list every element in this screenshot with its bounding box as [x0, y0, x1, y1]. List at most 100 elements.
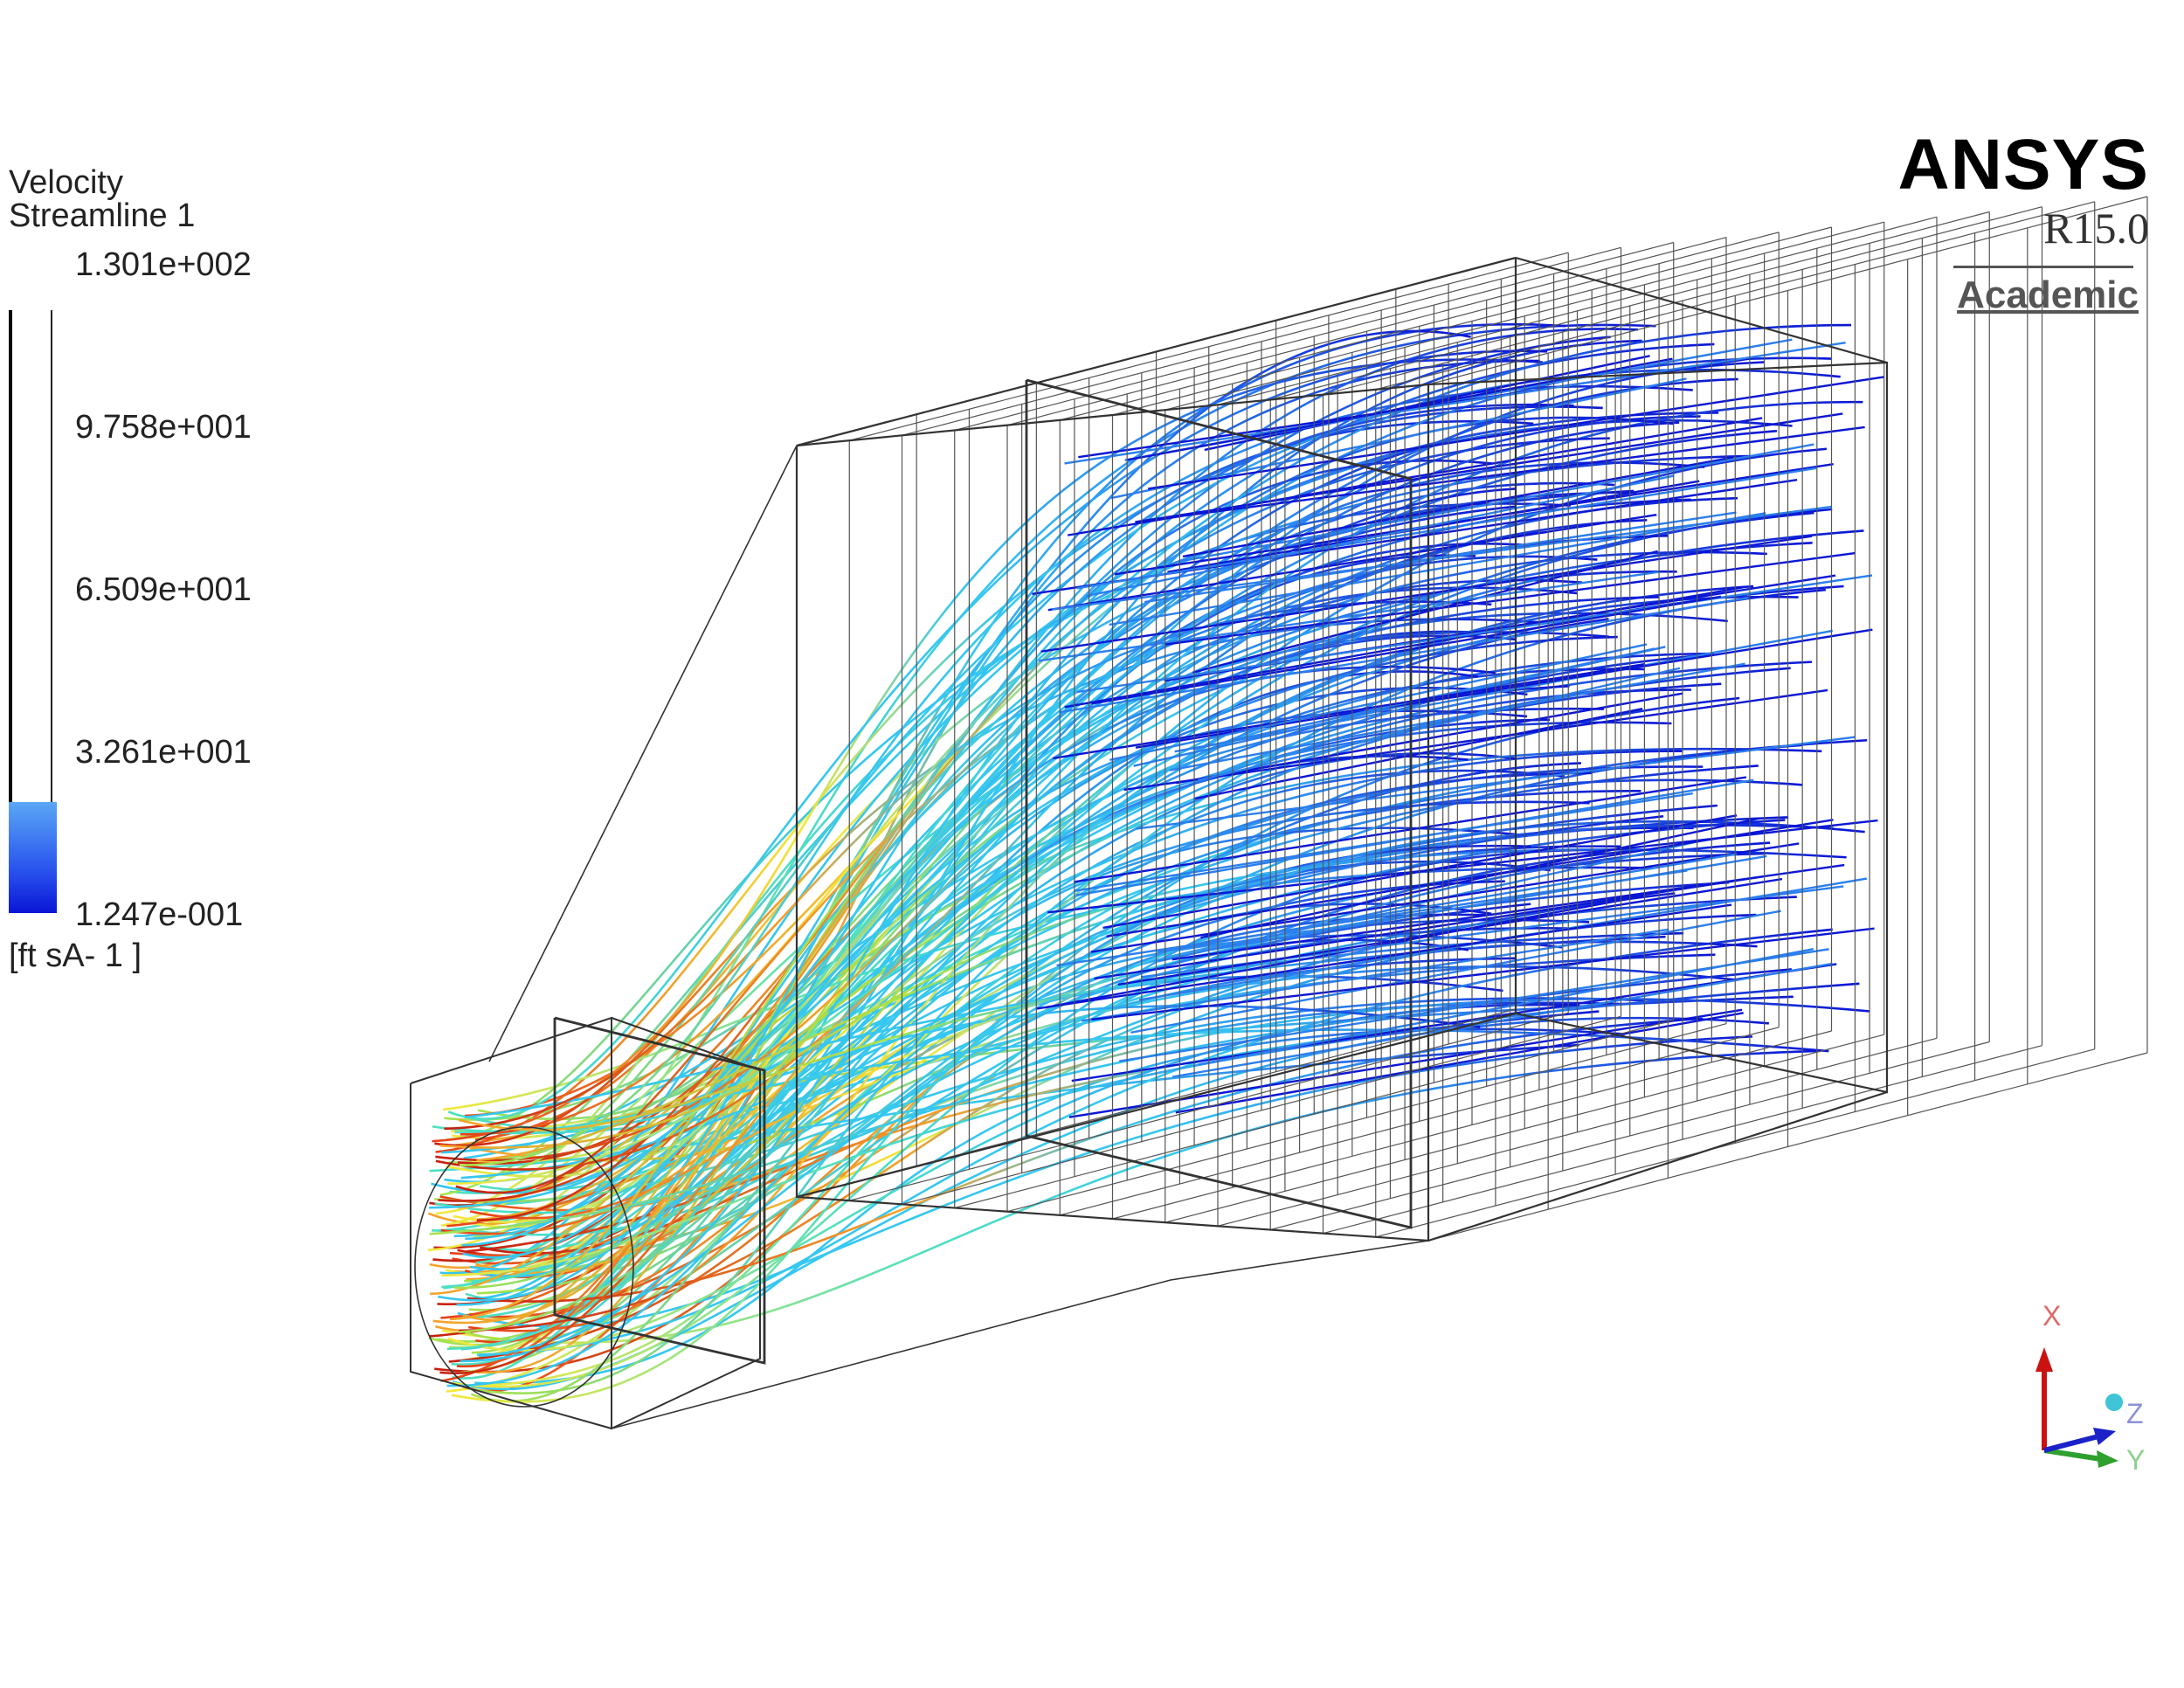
- streamline: [469, 957, 1517, 1162]
- mesh-line: [1217, 1037, 1938, 1227]
- triad-origin-sphere: [2105, 1394, 2123, 1411]
- streamline: [455, 534, 1669, 1194]
- legend-title: Velocity: [9, 164, 123, 201]
- streamline: [1040, 535, 1813, 653]
- legend-value-4: 3.261e+001: [75, 734, 252, 771]
- streamline: [1171, 962, 1833, 1078]
- streamline: [1157, 853, 1738, 954]
- streamline: [453, 461, 1705, 1223]
- mesh-line: [1060, 232, 1780, 421]
- inlet-plane: [553, 1016, 766, 1365]
- mesh-line: [954, 1019, 1674, 1209]
- streamline: [429, 1043, 1579, 1173]
- streamline: [1071, 963, 1837, 1083]
- streamline: [1193, 708, 1643, 800]
- streamline: [440, 612, 1728, 1319]
- streamline: [446, 416, 1674, 1351]
- streamline: [1198, 667, 1681, 782]
- streamline: [1047, 819, 1878, 914]
- streamline: [458, 747, 1822, 1209]
- mesh-line: [1006, 1023, 1727, 1213]
- streamline: [471, 764, 1759, 1283]
- mesh-line: [1270, 1041, 1990, 1231]
- streamline: [430, 488, 1516, 1296]
- streamline: [1085, 474, 1675, 598]
- streamline: [1202, 854, 1767, 952]
- y-axis-label: Y: [2126, 1444, 2146, 1476]
- mesh-line: [1375, 201, 2095, 391]
- legend-color-bar: [9, 310, 52, 913]
- streamline: [440, 800, 1590, 1235]
- z-axis-arrowhead: [2093, 1428, 2116, 1445]
- streamline: [447, 618, 1609, 1185]
- mesh-line: [1323, 206, 2042, 396]
- axis-triad[interactable]: [2027, 1337, 2140, 1468]
- transition-edge: [488, 445, 798, 1062]
- mesh-wireframe: [410, 196, 2148, 1430]
- legend-value-min: 1.247e-001: [75, 896, 244, 933]
- legend-units: [ft sA- 1 ]: [9, 937, 142, 974]
- baffle-plane: [1025, 378, 1413, 1229]
- streamline: [460, 819, 1786, 1180]
- streamline: [464, 935, 1666, 1119]
- streamline: [1091, 595, 1722, 705]
- streamline: [438, 403, 1574, 1302]
- mesh-line: [849, 1012, 1569, 1201]
- streamline: [1127, 357, 1673, 461]
- streamline: [1123, 688, 1828, 792]
- legend-value-3: 6.509e+001: [75, 571, 252, 608]
- y-axis-arrow: [2043, 1448, 2102, 1462]
- ansys-logo-text: ANSYS: [1897, 125, 2149, 204]
- streamline: [1204, 355, 1650, 452]
- mesh-line: [902, 1015, 1621, 1205]
- license-label: Academic: [1957, 273, 2139, 316]
- mesh-line: [902, 246, 1621, 436]
- streamline: [431, 721, 1672, 1194]
- box-edge: [1427, 361, 1888, 386]
- legend-value-2: 9.758e+001: [75, 409, 252, 446]
- mesh-line: [1323, 1045, 2042, 1235]
- streamline: [1053, 662, 1646, 760]
- streamline: [446, 845, 1621, 1387]
- streamline: [1171, 863, 1845, 961]
- mesh-line: [1006, 237, 1727, 426]
- mesh-line: [1375, 1048, 2095, 1238]
- streamline: [443, 688, 1691, 1290]
- mesh-line: [1270, 211, 1990, 401]
- streamline: [465, 841, 1771, 1342]
- legend-value-max: 1.301e+002: [75, 246, 252, 283]
- x-axis-label: X: [2042, 1300, 2062, 1332]
- mesh-line: [1165, 221, 1884, 411]
- streamline: [1135, 412, 1843, 523]
- streamline: [1117, 877, 1783, 986]
- streamline: [1182, 456, 1734, 558]
- streamline: [1200, 817, 1760, 939]
- z-axis-arrow: [2043, 1434, 2099, 1453]
- streamline: [1091, 927, 1875, 1021]
- mesh-line: [1427, 196, 2148, 385]
- streamline: [476, 804, 1717, 1162]
- streamline: [1074, 792, 1693, 892]
- inlet-box-side: [611, 1017, 761, 1429]
- streamline: [468, 682, 1722, 1394]
- streamline: [475, 665, 1496, 1344]
- inlet-circle: [414, 1126, 634, 1408]
- streamline: [477, 555, 1598, 1121]
- streamline: [1110, 377, 1687, 500]
- streamline: [435, 634, 1516, 1162]
- z-axis-label: Z: [2126, 1398, 2144, 1429]
- mesh-line: [1060, 1027, 1780, 1216]
- streamline: [1060, 596, 1749, 714]
- streamline: [1198, 948, 1814, 1066]
- streamline: [442, 1049, 1821, 1344]
- mesh-line: [849, 252, 1569, 441]
- streamline: [1144, 511, 1737, 604]
- mesh-line: [1427, 1052, 2148, 1242]
- duct-bottom-edge: [611, 1240, 1429, 1429]
- brand-divider: [1953, 266, 2133, 268]
- streamline: [458, 931, 1684, 1131]
- version-label: R15.0: [2043, 204, 2149, 253]
- streamline: [1076, 467, 1817, 590]
